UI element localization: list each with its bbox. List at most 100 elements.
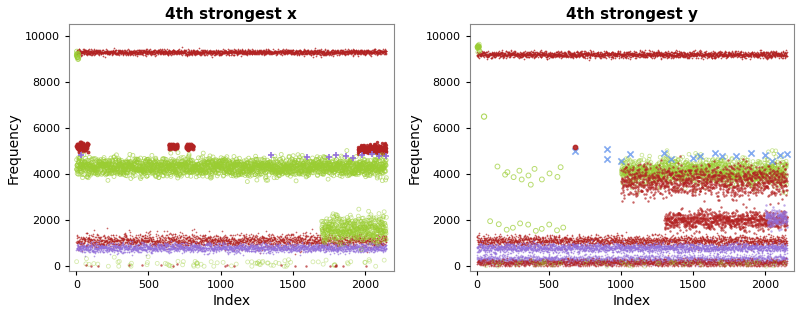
Point [523,257,536,262]
Point [311,243,324,248]
Point [268,51,281,56]
Point [655,162,668,167]
Point [477,245,489,250]
Point [153,169,166,174]
Point [539,44,552,49]
Point [278,169,291,174]
Point [235,243,248,249]
Point [767,43,779,49]
Point [613,243,626,248]
Point [699,209,712,214]
Point [716,44,729,49]
Point [130,157,143,162]
Point [302,50,315,55]
Point [170,172,183,177]
Point [379,221,392,226]
Point [240,160,253,165]
Point [123,244,136,249]
Point [696,56,709,61]
Point [215,238,227,243]
Point [280,166,292,171]
Point [774,181,787,186]
Point [596,256,609,261]
Point [749,244,762,249]
Point [771,246,784,251]
Point [244,242,257,247]
Point [268,246,280,251]
Point [686,53,699,58]
Point [745,215,758,220]
Point [678,236,690,241]
Point [322,49,335,54]
Point [342,48,355,53]
Point [699,44,712,49]
Point [181,49,194,54]
Point [622,257,634,262]
Point [301,244,314,249]
Point [704,43,717,48]
Point [759,43,771,48]
Point [754,257,767,262]
Point [650,257,662,262]
Point [480,261,493,266]
Point [563,49,576,54]
Point [337,240,350,245]
Point [505,53,517,58]
Point [295,247,308,252]
Point [691,256,704,261]
Point [516,243,529,249]
Point [622,191,634,196]
Point [537,44,549,49]
Point [666,255,679,260]
Point [352,216,365,221]
Point [643,195,656,200]
Point [498,52,511,57]
Point [735,165,748,170]
Point [188,243,201,248]
Point [674,215,687,220]
Point [348,48,361,53]
Point [521,259,533,264]
Point [747,262,760,267]
Point [543,233,556,238]
Point [83,248,95,253]
Point [767,43,779,48]
Point [226,49,239,54]
Point [721,243,734,248]
Point [197,159,210,164]
Point [257,236,270,241]
Point [98,49,111,54]
Point [775,218,788,223]
Point [330,248,343,253]
Point [653,242,666,247]
Point [144,163,157,168]
Point [710,180,723,185]
Point [312,48,325,53]
Point [726,52,739,57]
Point [723,179,736,184]
Point [758,170,771,175]
Point [755,217,768,222]
Point [504,52,517,57]
Point [515,51,528,56]
Point [666,174,678,179]
Point [677,215,690,220]
Point [237,238,250,243]
Point [672,237,685,242]
Point [203,238,215,243]
Point [767,45,780,50]
Point [147,246,159,251]
Point [364,247,377,252]
Point [779,255,792,260]
Point [758,49,771,54]
Point [674,168,687,173]
Point [495,44,508,49]
Point [475,239,488,244]
Point [676,241,689,246]
Point [545,232,558,237]
Point [298,163,311,168]
Point [272,168,285,173]
Point [675,261,688,266]
Point [771,244,783,249]
Point [323,242,336,247]
